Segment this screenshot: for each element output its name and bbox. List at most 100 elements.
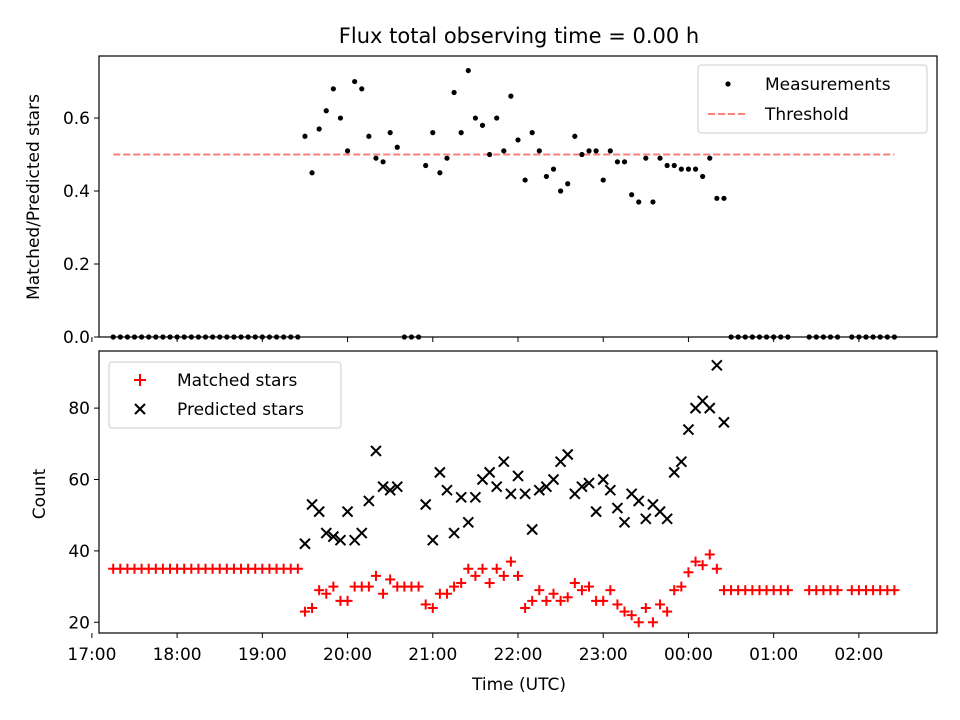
measurement-point [415,334,422,340]
measurement-point [657,155,663,161]
measurement-point [323,108,329,114]
predicted-star-point [320,527,332,539]
matched-star-point [534,585,545,596]
predicted-star-point [682,423,695,436]
legend-predicted-marker [134,403,146,415]
matched-star-point [647,617,658,628]
measurement-point [281,334,287,340]
measurement-point [387,130,393,136]
legend-measurements-marker [725,81,731,87]
measurement-point [295,334,301,340]
measurement-point [721,195,727,201]
measurement-point [629,192,635,198]
matched-star-point [449,581,460,592]
matched-star-point [576,585,587,596]
top-y-axis-label: Matched/Predicted stars [24,94,44,300]
matched-star-point [633,617,644,628]
predicted-star-point [363,495,375,507]
measurement-point [820,334,826,340]
x-axis-label: Time (UTC) [471,675,566,695]
measurement-point [266,334,273,340]
measurement-point [380,159,386,165]
measurement-point [309,170,315,176]
measurement-point [337,115,344,121]
measurement-point [188,334,194,340]
top-y-ticks: 0.0 0.2 0.4 0.6 [63,109,99,348]
measurement-point [614,159,621,165]
predicted-star-point [704,402,716,414]
measurement-point [678,166,684,172]
matched-star-point [342,595,353,606]
measurement-point [636,199,642,205]
matched-star-point [321,588,332,599]
top-y-tick-label: 0.4 [63,182,90,202]
matched-star-point [832,585,843,596]
legend-measurements-label: Measurements [765,75,891,95]
bottom-y-tick-label: 80 [68,399,90,419]
measurement-point [444,155,450,161]
measurement-point [146,334,152,340]
measurement-point [472,115,478,121]
predicted-star-point [633,495,645,507]
predicted-star-point [576,480,588,493]
predicted-star-point [711,359,723,371]
bottom-x-tick-label: 18:00 [153,645,202,665]
bottom-legend: Matched stars Predicted stars [108,361,342,429]
matched-star-point [640,603,651,614]
predicted-star-point [611,502,624,514]
matched-star-point [427,603,438,614]
matched-star-point [889,585,900,596]
measurement-point [543,173,550,180]
measurement-point [401,334,407,340]
measurement-point [423,162,429,169]
predicted-star-point [356,527,368,539]
matched-star-point [378,588,389,599]
top-data [110,67,897,340]
bottom-legend-box [108,361,342,429]
matched-star-point [662,606,673,617]
top-legend-box [697,64,928,134]
measurement-point [465,67,471,74]
measurement-point [515,137,521,143]
matched-star-point [470,570,481,581]
bottom-y-ticks: 20 40 60 80 [68,399,99,633]
predicted-star-point [668,466,680,479]
measurement-point [202,334,209,340]
legend-threshold-label: Threshold [764,105,849,125]
matched-star-point [370,570,381,581]
predicted-star-point [419,498,432,511]
matched-star-point [463,563,474,574]
matched-star-point [456,578,467,589]
measurement-point [117,334,123,340]
measurement-point [572,133,578,139]
measurement-point [877,334,883,340]
measurement-point [558,188,564,194]
top-y-tick-label: 0.2 [63,255,90,275]
measurement-point [834,334,841,340]
matched-star-point [669,585,680,596]
measurement-point [238,334,244,340]
measurement-point [707,155,713,161]
measurement-point [756,334,763,340]
measurement-point [891,334,897,340]
matched-star-point [328,581,339,592]
predicted-star-point [299,538,311,550]
predicted-star-point [327,530,340,543]
measurement-point [508,93,514,99]
measurement-point [771,334,777,340]
predicted-star-point [597,473,609,486]
predicted-star-point [455,491,467,504]
bottom-x-tick-label: 21:00 [408,645,457,665]
measurement-point [195,334,202,340]
bottom-x-tick-label: 22:00 [494,645,543,665]
top-y-tick-label: 0.6 [63,109,90,129]
matched-star-point [484,578,495,589]
predicted-star-point [377,480,389,493]
legend-matched-marker [134,374,146,386]
measurement-point [430,130,436,136]
measurement-point [671,162,677,169]
predicted-star-point [462,516,474,529]
predicted-star-point [341,505,354,518]
measurement-point [210,334,216,340]
measurement-point [735,334,741,340]
